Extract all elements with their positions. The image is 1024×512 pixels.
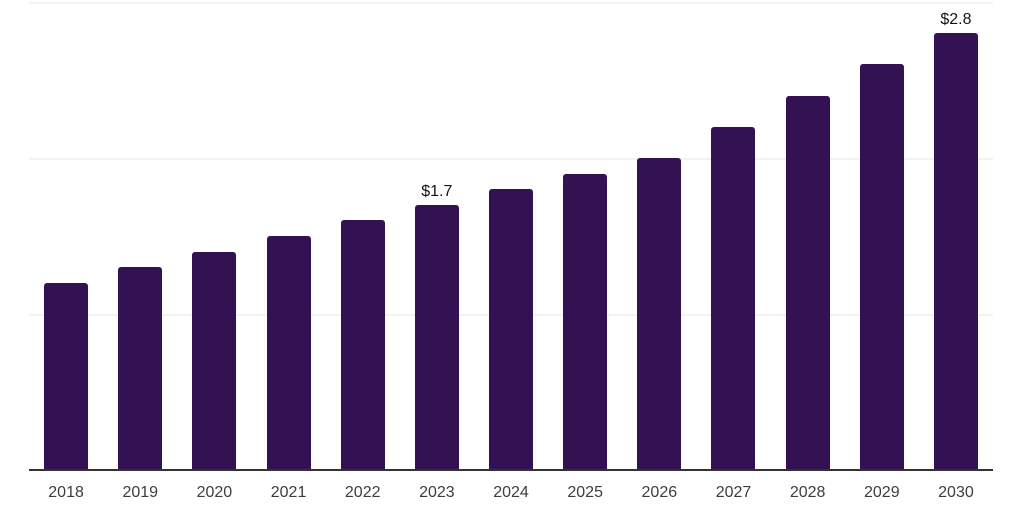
x-tick-label: 2030	[938, 484, 974, 501]
x-tick-label: 2023	[419, 484, 455, 501]
plot-area: $1.7 $2.8	[29, 2, 993, 471]
bar-2030	[933, 33, 978, 470]
bar-slot-2026	[622, 2, 696, 470]
x-axis-tick-labels: 2018 2019 2020 2021 2022 2023 2024 2025 2026 2027…	[29, 484, 993, 501]
bar-2027	[711, 126, 756, 470]
gridline	[29, 2, 993, 4]
bar-slot-2022	[326, 2, 400, 470]
bar-slot-2025	[548, 2, 622, 470]
x-tick-label: 2029	[864, 484, 900, 501]
bar-2026	[637, 158, 682, 470]
x-tick-label: 2024	[493, 484, 529, 501]
bar-slot-2024	[474, 2, 548, 470]
bar-value-label: $1.7	[421, 182, 453, 200]
bar-slot-2021	[251, 2, 325, 470]
x-tick-label: 2028	[789, 484, 826, 501]
bar-slot-2018	[29, 2, 103, 470]
x-tick-label: 2020	[196, 484, 233, 501]
bar-slot-2019	[103, 2, 177, 470]
bar-2018	[44, 282, 89, 470]
bar-2021	[266, 236, 311, 470]
x-tick-label: 2027	[715, 484, 752, 501]
bar-slot-2028	[771, 2, 845, 470]
bar-slot-2029	[845, 2, 919, 470]
x-tick-label: 2026	[641, 484, 678, 501]
bar-2028	[785, 95, 830, 470]
bar-slot-2030: $2.8	[919, 2, 993, 470]
bar-2022	[340, 220, 385, 470]
bar-2025	[563, 173, 608, 470]
bar-slot-2020	[177, 2, 251, 470]
bar-2029	[859, 64, 904, 470]
x-tick-label: 2018	[48, 484, 84, 501]
x-tick-label: 2022	[344, 484, 381, 501]
bar-value-label: $2.8	[940, 11, 972, 29]
x-axis-line	[29, 469, 993, 471]
bar-2024	[489, 189, 534, 470]
bar-slot-2023: $1.7	[400, 2, 474, 470]
x-tick-label: 2021	[270, 484, 307, 501]
x-tick-label: 2025	[567, 484, 603, 501]
bar-2023	[414, 204, 459, 470]
x-tick-label: 2019	[122, 484, 159, 501]
gridline	[29, 158, 993, 160]
bars-row: $1.7 $2.8	[29, 2, 993, 470]
bar-slot-2027	[696, 2, 770, 470]
bar-2019	[118, 267, 163, 470]
bar-2020	[192, 251, 237, 470]
